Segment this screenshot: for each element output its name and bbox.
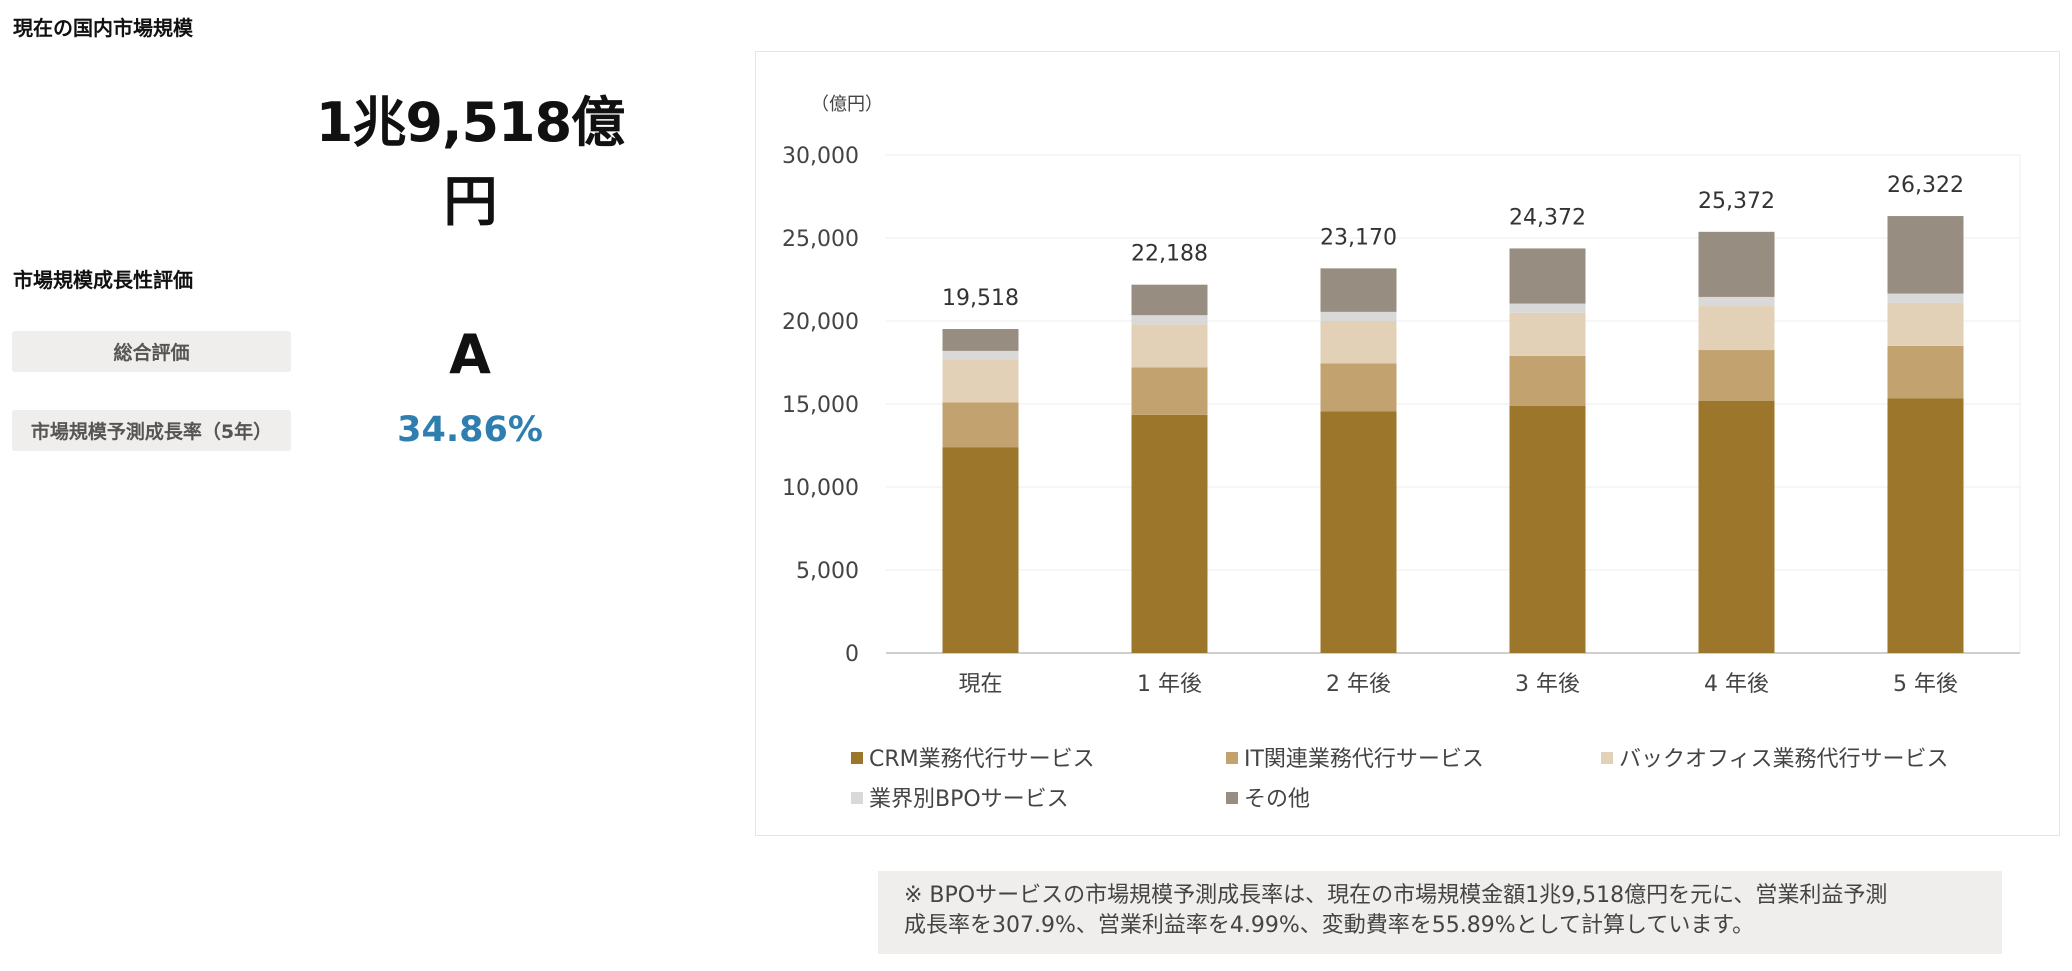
- bar-segment-2: [1509, 355, 1586, 406]
- legend-label: CRM業務代行サービス: [869, 747, 1095, 772]
- bar-segment-3: [942, 359, 1019, 403]
- legend-label: IT関連業務代行サービス: [1244, 747, 1484, 772]
- bar-segment-3: [1320, 321, 1397, 364]
- y-tick-label: 10,000: [782, 476, 859, 501]
- bar-segment-4: [1320, 311, 1397, 321]
- legend-swatch: [1226, 792, 1238, 804]
- footnote-line-2: 成長率を307.9%、営業利益率を4.99%、変動費率を55.89%として計算し…: [904, 913, 1755, 938]
- market-size-value: 1兆9,518億円: [315, 91, 625, 233]
- x-tick-label: 現在: [958, 672, 1002, 697]
- legend-swatch: [1226, 752, 1238, 764]
- x-tick-label: 4 年後: [1704, 672, 1769, 697]
- bar-segment-4: [1509, 303, 1586, 313]
- y-tick-label: 20,000: [782, 310, 859, 335]
- bar-segment-2: [1320, 363, 1397, 412]
- bar-segment-4: [1887, 293, 1964, 303]
- bar-segment-5: [1320, 268, 1397, 312]
- bar-segment-4: [942, 350, 1019, 360]
- growth-rate-label: 市場規模予測成長率（5年）: [12, 410, 291, 451]
- legend-swatch: [851, 792, 863, 804]
- y-tick-label: 30,000: [782, 144, 859, 169]
- bar-segment-3: [1131, 324, 1208, 368]
- bar-segment-1: [1131, 414, 1208, 653]
- x-tick-label: 5 年後: [1893, 672, 1958, 697]
- bar-segment-3: [1509, 312, 1586, 356]
- bar-segment-4: [1131, 315, 1208, 325]
- legend-label: その他: [1244, 787, 1310, 812]
- footnote: ※ BPOサービスの市場規模予測成長率は、現在の市場規模金額1兆9,518億円を…: [878, 871, 2002, 954]
- footnote-line-1: ※ BPOサービスの市場規模予測成長率は、現在の市場規模金額1兆9,518億円を…: [904, 883, 1888, 908]
- market-size-chart-panel: （億円） 0 5,000 10,000 15,000 20,000 25,000 30,000…: [755, 51, 2060, 836]
- y-unit-label: （億円）: [811, 94, 883, 115]
- y-tick-label: 0: [845, 642, 859, 667]
- bar-segment-1: [1887, 398, 1964, 653]
- bar-segment-1: [1698, 400, 1775, 653]
- bar-segment-3: [1698, 306, 1775, 351]
- bar-total-label: 24,372: [1509, 205, 1586, 230]
- overall-evaluation-label: 総合評価: [12, 331, 291, 372]
- bar-segment-1: [942, 447, 1019, 653]
- legend-label: 業界別BPOサービス: [869, 787, 1069, 812]
- bar-segment-2: [1698, 350, 1775, 401]
- bar-segment-2: [942, 402, 1019, 448]
- bar-segment-1: [1320, 411, 1397, 653]
- y-tick-label: 25,000: [782, 227, 859, 252]
- bar-total-label: 23,170: [1320, 225, 1397, 250]
- x-tick-label: 3 年後: [1515, 672, 1580, 697]
- bar-total-label: 25,372: [1698, 189, 1775, 214]
- bar-segment-5: [942, 329, 1019, 351]
- bar-total-label: 26,322: [1887, 173, 1964, 198]
- y-tick-label: 15,000: [782, 393, 859, 418]
- bar-segment-4: [1698, 296, 1775, 307]
- growth-rate-value: 34.86%: [397, 410, 543, 450]
- overall-grade-value: A: [449, 323, 491, 386]
- y-tick-label: 5,000: [796, 559, 859, 584]
- bar-segment-1: [1509, 405, 1586, 653]
- growth-evaluation-heading: 市場規模成長性評価: [13, 268, 193, 292]
- bar-total-label: 19,518: [942, 286, 1019, 311]
- stacked-bar-chart: （億円） 0 5,000 10,000 15,000 20,000 25,000 30,000…: [782, 94, 2021, 812]
- bar-segment-5: [1887, 216, 1964, 294]
- bar-segment-5: [1698, 231, 1775, 297]
- bar-segment-3: [1887, 302, 1964, 346]
- bar-total-label: 22,188: [1131, 242, 1208, 267]
- market-size-heading: 現在の国内市場規模: [13, 16, 193, 40]
- legend-label: バックオフィス業務代行サービス: [1619, 747, 1949, 772]
- bar-segment-2: [1131, 367, 1208, 415]
- x-tick-label: 2 年後: [1326, 672, 1391, 697]
- bar-segment-5: [1509, 248, 1586, 304]
- legend-swatch: [1601, 752, 1613, 764]
- x-tick-label: 1 年後: [1137, 672, 1202, 697]
- bar-segment-2: [1887, 345, 1964, 399]
- legend-swatch: [851, 752, 863, 764]
- bar-segment-5: [1131, 284, 1208, 316]
